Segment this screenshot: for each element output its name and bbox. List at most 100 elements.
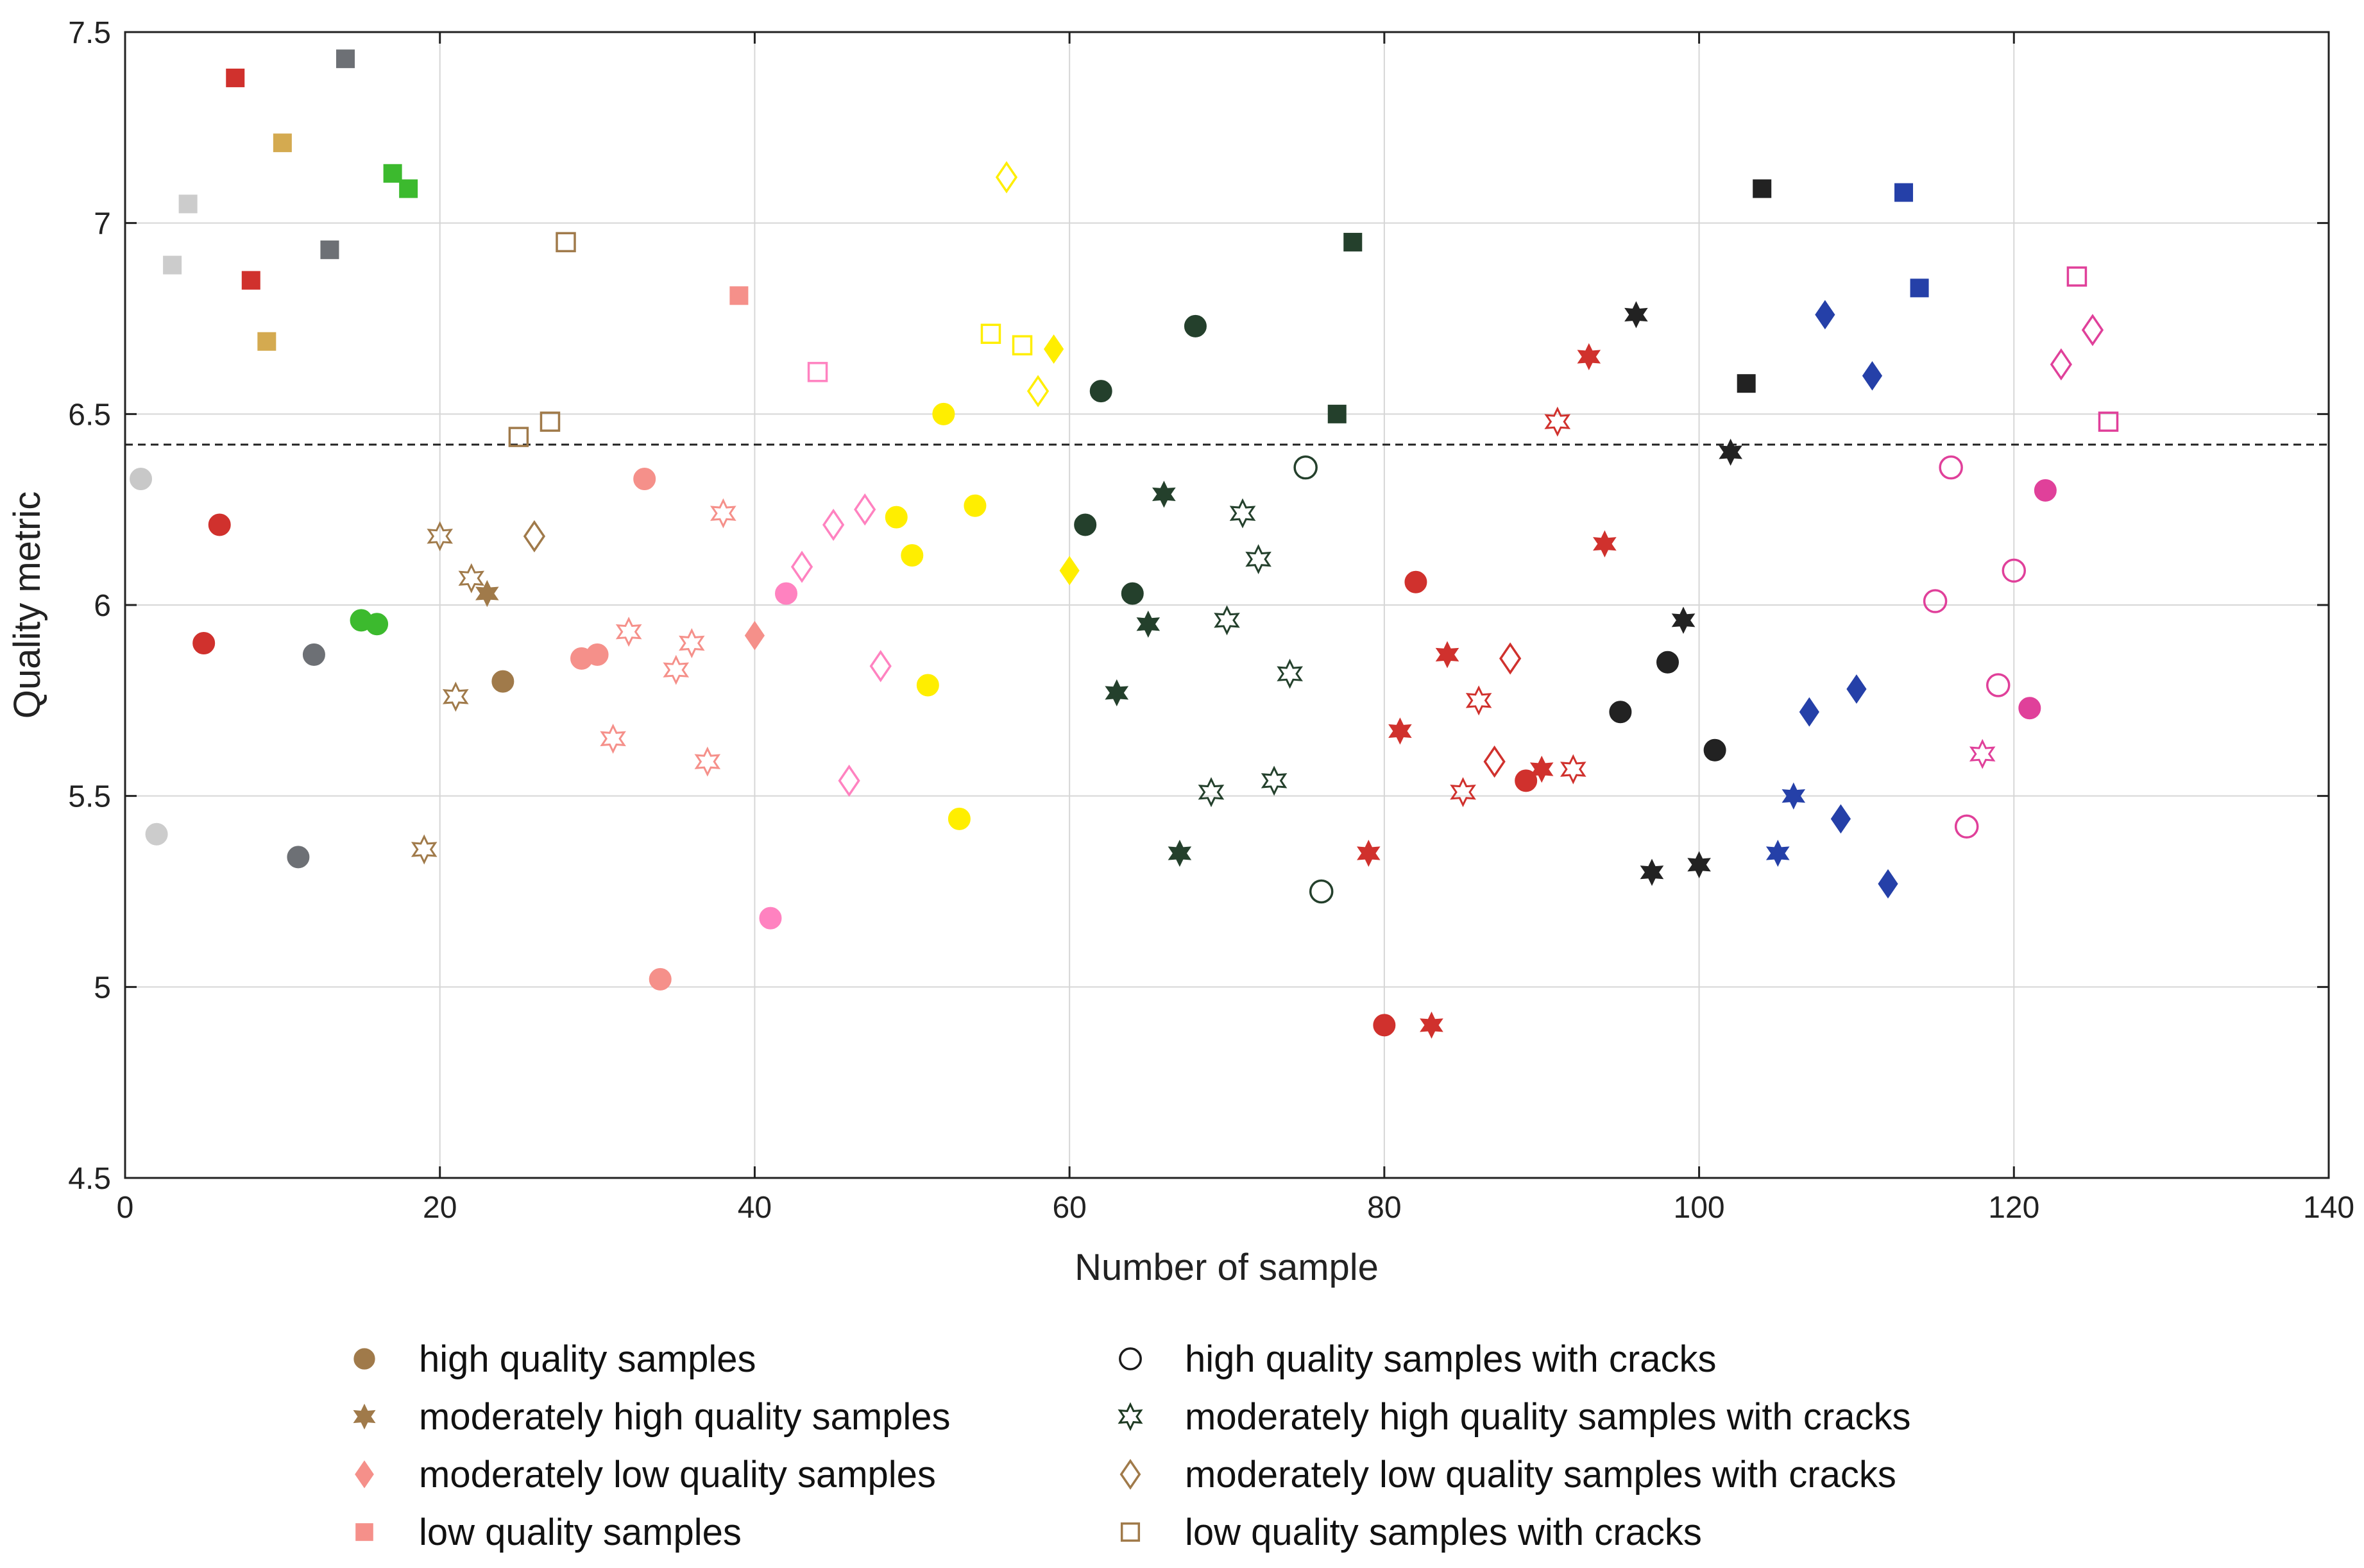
- data-point-circle: [491, 670, 514, 693]
- data-point-hexagram: [1765, 839, 1790, 867]
- data-point-diamond: [744, 620, 765, 651]
- y-tick-label: 6: [94, 589, 111, 623]
- data-point-diamond: [838, 764, 860, 797]
- legend-item: moderately high quality samples: [353, 1396, 951, 1438]
- legend-label: low quality samples with cracks: [1185, 1512, 1702, 1553]
- data-points: [130, 49, 2119, 1039]
- data-point-hexagram: [1388, 717, 1412, 745]
- legend-item: low quality samples: [355, 1512, 742, 1553]
- legend-marker-diamond: [355, 1460, 374, 1488]
- data-point-square: [399, 179, 418, 198]
- legend-marker-square: [355, 1523, 373, 1541]
- x-tick-label: 40: [738, 1191, 772, 1225]
- data-point-diamond: [1044, 334, 1064, 364]
- x-tick-labels: 0 20 40 60 80 100 120 140: [117, 1191, 2354, 1225]
- legend-label: moderately low quality samples with crac…: [1185, 1454, 1896, 1496]
- data-point-circle: [633, 468, 656, 491]
- data-point-hexagram: [1136, 610, 1161, 638]
- data-point-diamond: [1499, 642, 1522, 675]
- data-point-hexagram: [427, 521, 453, 552]
- legend-label: moderately low quality samples: [419, 1454, 936, 1496]
- data-point-square: [273, 133, 292, 153]
- data-point-hexagram: [1577, 343, 1601, 371]
- data-point-square: [1327, 404, 1347, 423]
- data-point-diamond: [790, 550, 813, 583]
- data-point-hexagram: [663, 654, 690, 685]
- axis-ticks: [124, 31, 2330, 1179]
- data-point-circle: [1074, 513, 1097, 536]
- data-point-circle: [1939, 455, 1963, 480]
- data-point-diamond: [2050, 348, 2073, 381]
- data-point-circle: [1121, 582, 1144, 605]
- data-point-circle: [1404, 570, 1427, 593]
- data-point-hexagram: [1671, 606, 1696, 634]
- data-point-square: [1737, 374, 1756, 393]
- y-tick-label: 5.5: [68, 780, 111, 814]
- data-point-circle: [964, 494, 987, 517]
- data-point-hexagram: [1245, 544, 1271, 575]
- x-tick-label: 100: [1674, 1191, 1725, 1225]
- data-point-diamond: [1830, 804, 1851, 834]
- legend-label: moderately high quality samples with cra…: [1185, 1396, 1910, 1438]
- data-point-square: [320, 240, 339, 259]
- data-point-hexagram: [1719, 438, 1743, 466]
- data-point-circle: [1089, 380, 1112, 403]
- data-point-hexagram: [1640, 858, 1664, 886]
- legend: high quality samples moderately high qual…: [353, 1338, 1910, 1553]
- data-point-square: [807, 362, 828, 382]
- data-point-hexagram: [1529, 755, 1554, 783]
- legend-item: high quality samples: [353, 1338, 756, 1380]
- data-point-hexagram: [1168, 839, 1192, 867]
- data-point-circle: [208, 513, 231, 536]
- data-point-hexagram: [1214, 605, 1240, 636]
- legend-marker-hexagram: [353, 1403, 376, 1430]
- data-point-hexagram: [694, 746, 721, 777]
- data-point-hexagram: [1782, 782, 1806, 810]
- data-point-circle: [916, 674, 939, 697]
- data-point-circle: [759, 907, 782, 930]
- data-point-diamond: [1862, 361, 1883, 391]
- x-axis-title: Number of sample: [1075, 1247, 1379, 1288]
- data-point-square: [540, 411, 561, 432]
- data-point-square: [1012, 335, 1033, 355]
- legend-marker-circle: [353, 1348, 375, 1370]
- y-tick-label: 7: [94, 207, 111, 241]
- data-point-circle: [1293, 455, 1318, 480]
- data-point-square: [556, 232, 576, 253]
- legend-item: moderately low quality samples with crac…: [1119, 1454, 1896, 1496]
- legend-marker-diamond: [1119, 1458, 1141, 1490]
- legend-label: low quality samples: [419, 1512, 742, 1553]
- data-point-circle: [1309, 879, 1334, 904]
- data-point-hexagram: [411, 834, 438, 865]
- data-point-circle: [1184, 314, 1207, 337]
- data-point-hexagram: [1465, 685, 1492, 716]
- data-point-circle: [1954, 814, 1979, 839]
- data-point-circle: [302, 643, 325, 666]
- data-point-circle: [130, 468, 153, 491]
- y-axis-title: Quality metric: [6, 491, 48, 719]
- data-point-square: [336, 49, 355, 69]
- legend-marker-square: [1120, 1522, 1141, 1542]
- data-point-hexagram: [1592, 530, 1617, 558]
- data-point-diamond: [1878, 869, 1898, 899]
- data-point-hexagram: [442, 681, 469, 712]
- legend-label: moderately high quality samples: [419, 1396, 951, 1438]
- data-point-diamond: [1026, 375, 1050, 407]
- data-point-hexagram: [1450, 777, 1476, 808]
- data-point-hexagram: [1969, 738, 1996, 769]
- data-point-square: [1753, 179, 1772, 198]
- data-point-diamond: [523, 520, 546, 552]
- data-point-square: [257, 332, 276, 351]
- data-point-circle: [948, 807, 971, 830]
- data-point-hexagram: [1544, 406, 1571, 437]
- x-tick-label: 0: [117, 1191, 134, 1225]
- data-point-circle: [775, 582, 797, 605]
- data-point-square: [1343, 232, 1363, 251]
- data-point-circle: [885, 506, 908, 529]
- y-tick-label: 4.5: [68, 1162, 111, 1196]
- data-point-circle: [2034, 479, 2057, 502]
- data-point-square: [1894, 183, 1914, 202]
- data-point-circle: [145, 822, 168, 846]
